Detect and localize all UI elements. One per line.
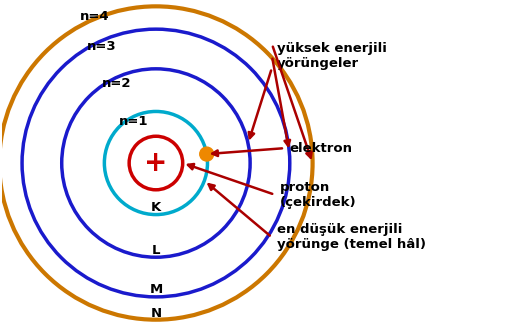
Text: en düşük enerjili
yörünge (temel hâl): en düşük enerjili yörünge (temel hâl) [277,223,426,251]
Text: n=4: n=4 [80,10,110,23]
Circle shape [200,147,214,161]
Text: N: N [150,307,161,320]
Text: K: K [151,201,161,214]
Text: n=3: n=3 [87,40,116,52]
Text: M: M [149,283,162,296]
Text: yüksek enerjili
yörüngeler: yüksek enerjili yörüngeler [277,42,387,70]
Text: +: + [144,149,168,177]
Text: elektron: elektron [290,142,353,155]
Text: L: L [152,244,160,257]
Circle shape [129,136,183,190]
Text: n=2: n=2 [102,77,131,90]
Text: proton
(çekirdek): proton (çekirdek) [280,181,357,209]
Text: n=1: n=1 [120,115,149,128]
